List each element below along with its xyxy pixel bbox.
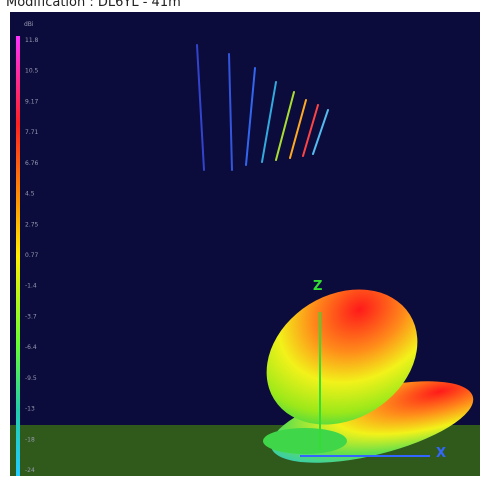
scale-label: -9.5 xyxy=(25,375,37,382)
scale-label: -18 xyxy=(25,436,35,443)
scale-label: -6.4 xyxy=(25,344,37,351)
scale-label: 11.8 xyxy=(25,37,39,44)
scale-label: 10.5 xyxy=(25,68,39,75)
scale-unit: dBi xyxy=(24,21,34,28)
scale-label: 7.71 xyxy=(25,129,39,136)
x-label: X xyxy=(436,446,446,461)
scale-label: -3.7 xyxy=(25,313,37,320)
title: Modification : DL6YL - 41m xyxy=(6,0,181,10)
scale-label: 6.76 xyxy=(25,160,39,167)
scale-label: 0.77 xyxy=(25,252,39,259)
scale-label: 2.75 xyxy=(25,221,39,228)
screenshot: Modification : DL6YL - 41m Z X dBi 11.8 1… xyxy=(0,0,487,483)
scale-label: 4.5 xyxy=(25,191,35,198)
scale-label: -13 xyxy=(25,406,35,413)
scale-label: -1.4 xyxy=(25,283,37,290)
color-scale xyxy=(16,36,20,476)
scale-label: 9.17 xyxy=(25,98,39,105)
base-lobe xyxy=(263,428,347,454)
scale-label: -24 xyxy=(25,467,35,474)
z-label: Z xyxy=(313,279,322,294)
